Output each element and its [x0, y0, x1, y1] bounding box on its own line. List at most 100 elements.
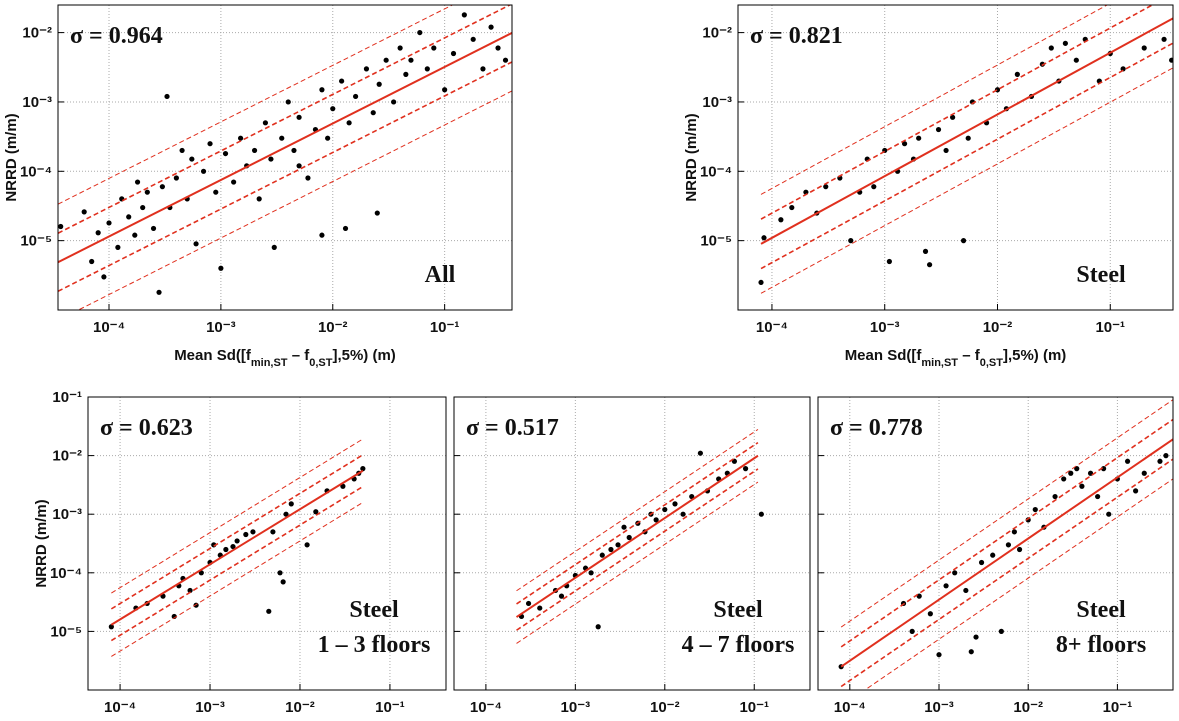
- x-tick-label: 10⁻³: [195, 699, 225, 716]
- y-axis-label: NRRD (m/m): [33, 499, 50, 587]
- y-tick-label: 10⁻³: [702, 94, 732, 111]
- point: [403, 71, 409, 77]
- x-tick-label: 10⁻⁴: [834, 699, 866, 716]
- point: [262, 120, 269, 126]
- point: [126, 214, 132, 220]
- point: [353, 93, 359, 100]
- point: [222, 150, 229, 157]
- sigma-band: [58, 5, 512, 234]
- point: [689, 493, 695, 500]
- point: [758, 279, 764, 286]
- point: [1061, 476, 1067, 482]
- point: [1011, 529, 1017, 535]
- fit-line: [58, 32, 512, 264]
- x-axis-label-part: – f: [288, 347, 311, 364]
- point: [901, 141, 908, 147]
- point: [132, 232, 138, 238]
- sigma-band: [760, 42, 1173, 270]
- point: [159, 184, 165, 190]
- x-tick-label: 10⁻³: [870, 319, 900, 336]
- point: [558, 593, 565, 599]
- point: [144, 189, 150, 195]
- point: [926, 262, 933, 268]
- y-tick-label: 10⁻⁵: [50, 623, 82, 640]
- point: [1005, 542, 1012, 548]
- sigma-annotation: σ = 0.623: [100, 415, 193, 441]
- point: [1014, 71, 1020, 77]
- point: [1157, 458, 1163, 464]
- point: [1074, 466, 1080, 472]
- point: [778, 217, 784, 223]
- point: [408, 57, 414, 63]
- point: [595, 624, 601, 630]
- point: [758, 511, 764, 517]
- point: [662, 506, 668, 513]
- point: [927, 611, 933, 617]
- point: [250, 529, 256, 535]
- point: [230, 543, 236, 550]
- point: [283, 511, 289, 517]
- point: [363, 66, 370, 72]
- point: [288, 501, 294, 507]
- point: [599, 552, 605, 558]
- y-tick-label: 10⁻³: [22, 94, 52, 111]
- y-tick-label: 10⁻⁴: [20, 163, 52, 180]
- point: [417, 29, 423, 36]
- point: [1095, 493, 1101, 500]
- point: [450, 50, 457, 57]
- point: [936, 652, 942, 658]
- group-label: Steel: [1076, 597, 1126, 623]
- plot-content: [838, 399, 1173, 690]
- plot-frame: [817, 396, 1174, 691]
- point: [179, 147, 185, 154]
- point: [271, 244, 277, 250]
- point: [1068, 470, 1074, 476]
- plot-content: [758, 5, 1173, 294]
- point: [1032, 506, 1038, 513]
- point: [935, 126, 942, 133]
- y-axis-label: NRRD (m/m): [683, 113, 700, 201]
- point: [1079, 483, 1085, 489]
- point: [537, 605, 543, 611]
- point: [502, 57, 509, 63]
- x-axis-label-part: Mean Sd([f: [845, 347, 923, 364]
- point: [922, 248, 929, 254]
- sigma-band: [110, 454, 364, 610]
- sigma-band: [516, 441, 759, 605]
- x-axis-label-subscript: min,ST: [921, 357, 958, 369]
- point: [871, 184, 877, 190]
- point: [101, 274, 107, 280]
- x-tick-label: 10⁻³: [206, 319, 236, 336]
- x-axis-label-subscript: 0,ST: [309, 357, 333, 369]
- point: [140, 204, 146, 211]
- point: [1048, 45, 1054, 51]
- point: [296, 114, 302, 120]
- point: [1120, 66, 1126, 72]
- point: [952, 570, 958, 576]
- x-tick-label: 10⁻³: [561, 699, 591, 716]
- y-axis-label: NRRD (m/m): [3, 113, 20, 201]
- plot-frame: [57, 4, 513, 311]
- point: [95, 230, 101, 236]
- point: [313, 509, 319, 515]
- point: [1039, 61, 1045, 67]
- sigma-band: [77, 90, 512, 310]
- point: [1106, 511, 1112, 517]
- point: [943, 147, 949, 154]
- point: [621, 524, 627, 530]
- x-tick-label: 10⁻³: [924, 699, 954, 716]
- point: [89, 258, 95, 265]
- group-label: Steel: [713, 597, 763, 623]
- point: [968, 649, 974, 655]
- point: [963, 587, 969, 594]
- y-tick-label: 10⁻³: [52, 506, 82, 523]
- point: [909, 628, 915, 635]
- x-tick-label: 10⁻¹: [430, 319, 460, 336]
- point: [1062, 40, 1068, 46]
- point: [1073, 57, 1079, 63]
- point: [965, 135, 971, 141]
- plot-area: [454, 397, 810, 690]
- fit-line: [840, 438, 1173, 668]
